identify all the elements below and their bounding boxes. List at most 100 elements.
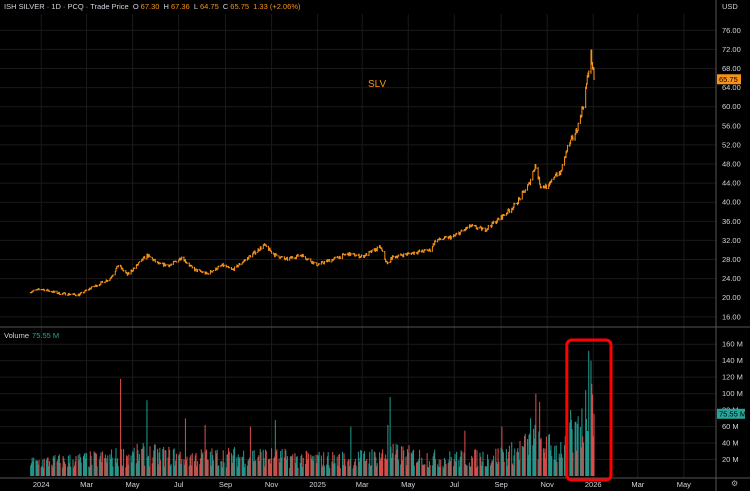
volume-bar [344, 459, 346, 476]
volume-bar [406, 465, 408, 476]
volume-bar [301, 466, 304, 476]
volume-bar [64, 462, 66, 476]
volume-bar [593, 413, 595, 476]
volume-bar [152, 457, 154, 476]
volume-bar [438, 459, 440, 476]
volume-bar [70, 466, 72, 476]
volume-bar [465, 465, 467, 476]
volume-bar [141, 448, 143, 476]
volume-bar [459, 456, 461, 476]
volume-bar [112, 466, 114, 476]
volume-bar [432, 456, 434, 476]
volume-bar [230, 453, 233, 476]
volume-bar [318, 451, 320, 476]
volume-bar [431, 465, 433, 476]
volume-bar [352, 468, 354, 476]
volume-bar [501, 426, 503, 476]
volume-bar [348, 466, 350, 476]
volume-bar [532, 445, 534, 476]
volume-bar [582, 442, 584, 476]
volume-bar [212, 455, 214, 476]
volume-bar [190, 455, 192, 476]
volume-bar [464, 430, 466, 476]
volume-bar [47, 457, 49, 476]
price-axis: 76.00 72.00 68.00 64.00 60.00 56.00 52.00 48.00… [722, 26, 741, 322]
volume-bar [59, 462, 61, 476]
volume-bar [517, 452, 520, 476]
volume-bar [185, 460, 187, 476]
volume-bar [579, 427, 581, 476]
volume-bar [138, 460, 140, 476]
volume-bar [249, 457, 251, 476]
settings-gear-icon[interactable]: ⚙ [731, 479, 739, 488]
volume-bar [110, 459, 112, 476]
price-tick-label: 36.00 [722, 217, 741, 226]
volume-bar [512, 465, 514, 476]
volume-bar [449, 461, 452, 476]
volume-bar [274, 420, 276, 476]
volume-bar [294, 453, 296, 476]
volume-bar [497, 448, 499, 476]
series-label: SLV [368, 79, 386, 90]
volume-bar [586, 430, 588, 476]
volume-bar [281, 449, 283, 476]
volume-bar [491, 460, 493, 476]
volume-bar [358, 462, 360, 476]
volume-bar [465, 464, 467, 476]
volume-bar [574, 421, 576, 476]
volume-bar [576, 423, 578, 476]
volume-bar [42, 467, 45, 476]
time-tick-label: Mar [356, 480, 369, 489]
volume-bar [433, 452, 435, 476]
exchange-label: PCQ [67, 2, 84, 11]
volume-bar [99, 456, 101, 476]
volume-bar [206, 449, 208, 476]
volume-bar [534, 424, 536, 476]
volume-bar [75, 456, 77, 476]
volume-bar [527, 455, 529, 476]
volume-bar [127, 464, 129, 476]
volume-bar [290, 456, 292, 476]
volume-bar [283, 457, 285, 476]
currency-label[interactable]: USD [722, 2, 738, 11]
volume-bar [46, 457, 48, 476]
volume-bar [98, 459, 100, 476]
volume-bar [585, 419, 587, 476]
symbol-name[interactable]: ISH SILVER [4, 2, 45, 11]
volume-bar [222, 450, 224, 476]
volume-bar [78, 460, 80, 476]
volume-bar [496, 464, 498, 476]
volume-bar [327, 452, 329, 476]
volume-bar [370, 465, 372, 476]
volume-bar [175, 453, 177, 476]
volume-bar [401, 460, 403, 476]
interval-label[interactable]: 1D [51, 2, 61, 11]
volume-bar [382, 449, 384, 476]
volume-bar [406, 449, 409, 476]
price-tick-label: 16.00 [722, 312, 741, 321]
volume-bar [258, 455, 260, 476]
volume-bar [111, 457, 113, 476]
volume-bar [236, 457, 238, 476]
volume-bar [402, 446, 404, 476]
volume-bar [561, 457, 563, 476]
volume-bar [530, 418, 532, 476]
volume-bar [423, 464, 425, 476]
volume-bar [479, 452, 481, 476]
price-tick-label: 32.00 [722, 236, 741, 245]
volume-bar [590, 360, 592, 476]
volume-bar [237, 466, 239, 476]
volume-bar [101, 461, 103, 476]
volume-bar [386, 459, 388, 476]
volume-bar [500, 447, 502, 476]
volume-bar [280, 450, 282, 476]
volume-bar [481, 461, 483, 476]
volume-bar [104, 454, 106, 476]
open-label: O [132, 2, 139, 11]
volume-bar [333, 455, 335, 476]
volume-bar [480, 456, 482, 476]
volume-bar [226, 454, 228, 476]
volume-bar [332, 463, 335, 476]
